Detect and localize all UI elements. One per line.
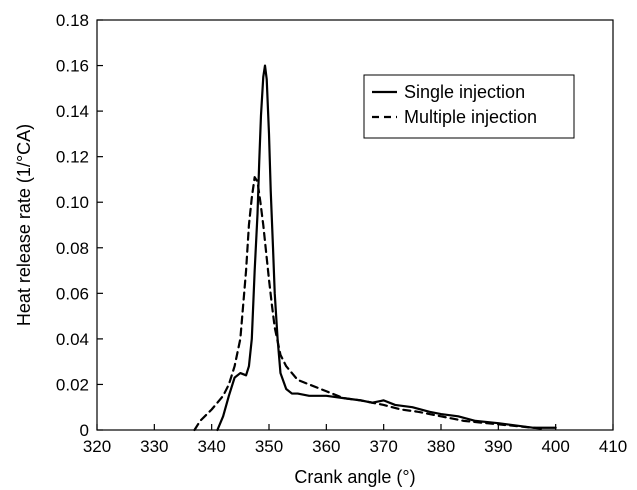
x-tick-label: 370	[369, 437, 397, 456]
x-tick-label: 330	[140, 437, 168, 456]
x-tick-label: 340	[197, 437, 225, 456]
y-tick-label: 0.02	[56, 375, 89, 394]
y-tick-label: 0.06	[56, 284, 89, 303]
series-line-single-injection	[216, 64, 557, 432]
x-tick-label: 320	[83, 437, 111, 456]
legend-label-single: Single injection	[404, 82, 525, 102]
y-tick-label: 0.18	[56, 11, 89, 30]
y-axis-title: Heat release rate (1/°CA)	[14, 124, 34, 326]
x-tick-label: 360	[312, 437, 340, 456]
x-axis-title: Crank angle (°)	[294, 467, 415, 487]
series-line-multiple-injection	[193, 176, 546, 432]
x-tick-label: 380	[427, 437, 455, 456]
y-tick-label: 0.14	[56, 102, 89, 121]
x-tick-label: 400	[541, 437, 569, 456]
y-tick-label: 0	[80, 421, 89, 440]
y-tick-label: 0.16	[56, 57, 89, 76]
legend-box	[363, 74, 575, 139]
x-tick-label: 410	[599, 437, 627, 456]
y-tick-label: 0.04	[56, 330, 89, 349]
y-tick-label: 0.12	[56, 148, 89, 167]
plot-frame	[96, 19, 614, 431]
x-tick-label: 350	[255, 437, 283, 456]
y-tick-label: 0.10	[56, 193, 89, 212]
legend-label-multiple: Multiple injection	[404, 107, 537, 127]
y-tick-label: 0.08	[56, 239, 89, 258]
legend: Single injection Multiple injection	[363, 74, 575, 139]
x-tick-label: 390	[484, 437, 512, 456]
